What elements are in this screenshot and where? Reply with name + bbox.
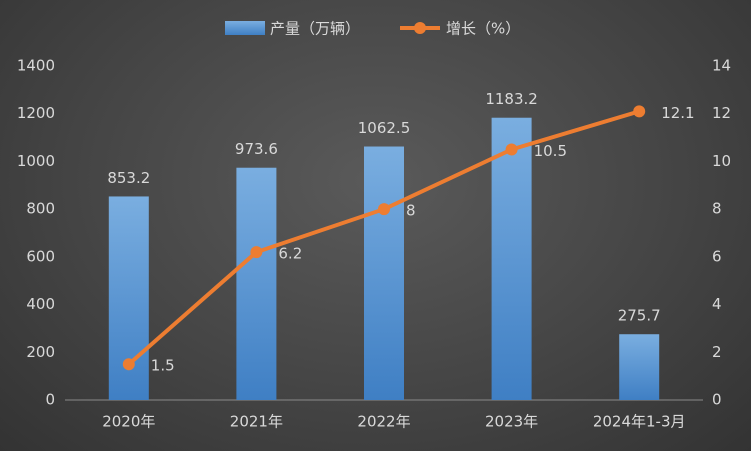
bar-value-label: 1183.2	[485, 90, 538, 108]
line-value-label: 1.5	[151, 357, 175, 375]
y-tick-label: 400	[26, 295, 55, 313]
x-tick-label: 2023年	[485, 413, 538, 431]
legend-label: 增长（%）	[446, 20, 520, 38]
bar-value-label: 853.2	[107, 169, 150, 187]
bar-value-label: 1062.5	[358, 119, 411, 137]
y2-tick-label: 10	[712, 152, 731, 170]
y2-tick-label: 6	[712, 247, 722, 265]
bar	[364, 146, 404, 400]
x-tick-label: 2020年	[102, 413, 155, 431]
growth-point	[122, 358, 135, 371]
growth-point	[378, 203, 390, 216]
bar	[491, 117, 532, 400]
y-tick-label: 0	[45, 391, 55, 409]
x-tick-label: 2022年	[357, 413, 410, 431]
y-tick-label: 1400	[17, 57, 55, 75]
line-value-label: 12.1	[661, 104, 694, 122]
bar	[236, 167, 277, 400]
line-value-label: 10.5	[534, 142, 567, 160]
x-tick-label: 2024年1-3月	[593, 413, 686, 431]
y-tick-label: 1000	[17, 152, 55, 170]
legend-swatch-point	[414, 22, 426, 34]
line-value-label: 8	[406, 202, 416, 220]
bar-value-label: 973.6	[235, 140, 278, 158]
y2-tick-label: 4	[712, 295, 722, 313]
growth-point	[250, 246, 263, 259]
y2-tick-label: 8	[712, 200, 722, 218]
y2-tick-label: 14	[712, 57, 731, 75]
y2-tick-label: 2	[712, 343, 722, 361]
bar	[619, 334, 660, 400]
y-tick-label: 600	[26, 247, 55, 265]
growth-point	[505, 143, 518, 156]
bar-value-label: 275.7	[618, 307, 661, 325]
line-value-label: 6.2	[278, 245, 302, 263]
y2-tick-label: 0	[712, 391, 722, 409]
y-tick-label: 200	[26, 343, 55, 361]
y2-tick-label: 12	[712, 104, 731, 122]
growth-point	[633, 105, 646, 118]
y-tick-label: 800	[26, 200, 55, 218]
x-tick-label: 2021年	[230, 413, 283, 431]
legend-swatch-bar	[225, 21, 265, 35]
y-tick-label: 1200	[17, 104, 55, 122]
legend-label: 产量（万辆）	[270, 20, 360, 38]
